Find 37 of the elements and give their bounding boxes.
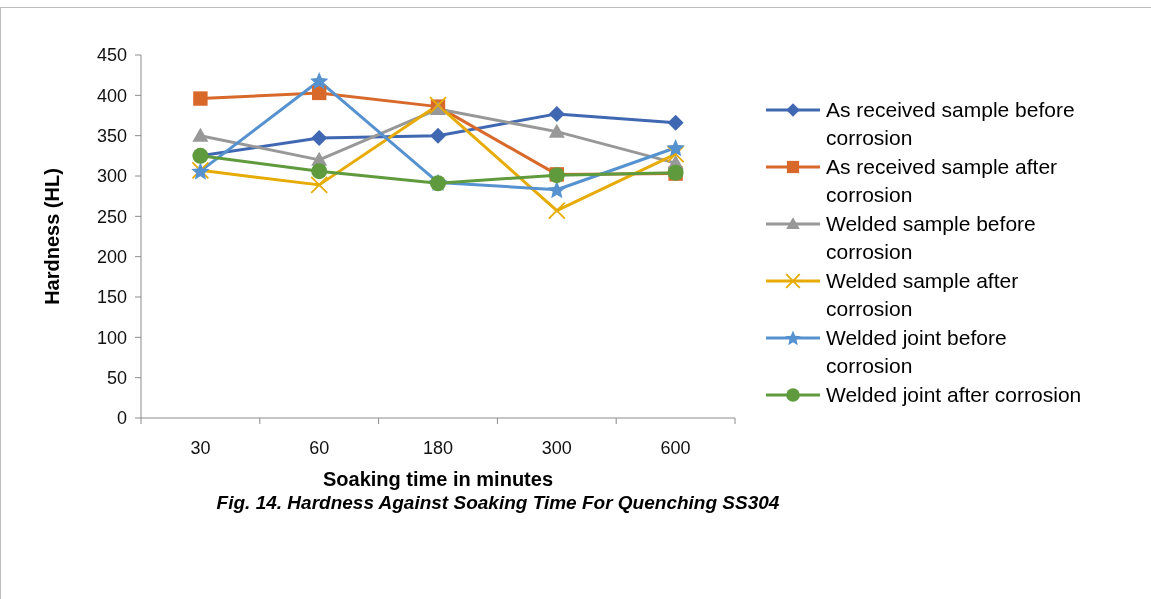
y-axis-title: Hardness (HL) (41, 168, 64, 305)
legend-label: Welded sample before corrosion (826, 211, 1037, 265)
x-tick-label: 180 (422, 437, 454, 458)
y-tick-label: 350 (96, 126, 127, 147)
point (192, 127, 209, 142)
point (310, 175, 329, 194)
point (547, 201, 566, 220)
x-tick-label: 60 (309, 437, 330, 458)
y-tick-label: 450 (96, 45, 127, 66)
point (667, 114, 684, 131)
x-tick-label: 300 (541, 437, 572, 458)
point (666, 138, 685, 157)
y-tick-label: 400 (96, 85, 127, 106)
legend-label: As received sample after corrosion (826, 154, 1059, 208)
y-tick-label: 50 (106, 368, 127, 389)
point (310, 72, 329, 90)
x-tick-label: 30 (190, 437, 211, 458)
caption: Fig. 14. Hardness Against Soaking Time For Quenching SS304 (215, 491, 781, 515)
point (666, 145, 685, 164)
point (311, 130, 328, 147)
y-tick-label: 150 (96, 287, 127, 308)
legend-label: Welded sample after corrosion (826, 268, 1020, 322)
y-tick-label: 100 (96, 327, 127, 348)
y-tick-label: 300 (96, 166, 127, 187)
point (548, 123, 565, 138)
y-tick-label: 0 (116, 408, 127, 429)
point (548, 105, 565, 122)
point (430, 127, 446, 144)
x-tick-label: 600 (660, 437, 691, 458)
y-tick-label: 250 (96, 206, 127, 227)
x-axis-title: Soaking time in minutes (322, 468, 554, 490)
legend-label: Welded joint before corrosion (826, 325, 1008, 379)
point (311, 163, 328, 180)
legend-label: As received sample before corrosion (826, 97, 1076, 151)
point (193, 91, 208, 106)
y-tick-label: 200 (96, 247, 127, 268)
legend-label: Welded joint after corrosion (826, 382, 1083, 408)
